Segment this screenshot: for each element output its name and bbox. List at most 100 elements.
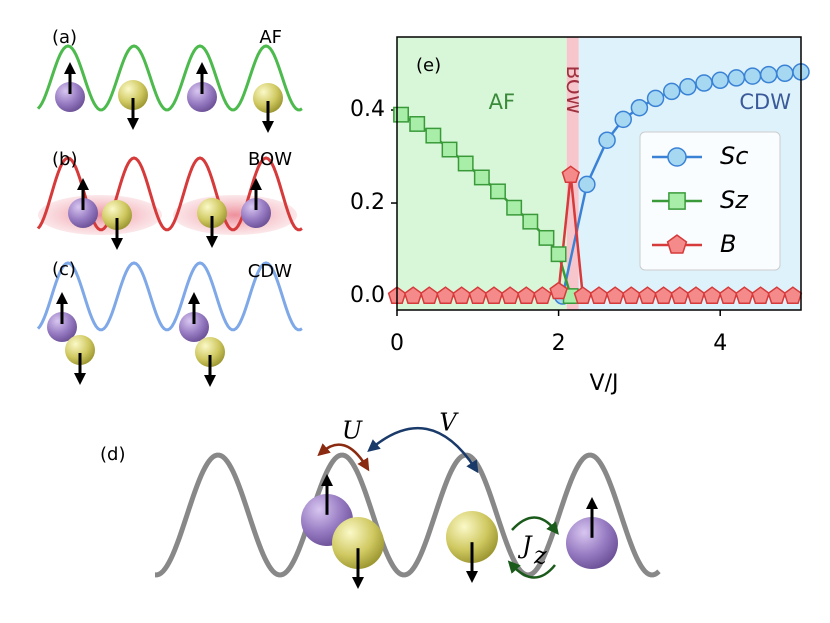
region-label: AF [489, 90, 515, 114]
data-point [695, 74, 713, 92]
j-subscript: z [533, 542, 547, 570]
particle [55, 82, 85, 112]
v-arrow [367, 426, 479, 474]
data-point [550, 246, 567, 263]
data-point [549, 281, 568, 300]
data-point [500, 286, 520, 304]
data-point [783, 286, 803, 304]
bond-glow [38, 195, 162, 235]
data-point [638, 286, 657, 304]
particle [47, 312, 77, 342]
data-point [468, 286, 488, 304]
data-point [646, 89, 665, 108]
well-curve [155, 452, 661, 578]
data-point [654, 286, 673, 304]
data-point [735, 286, 754, 304]
data-point [702, 286, 722, 304]
data-point [686, 286, 706, 304]
data-point [533, 286, 552, 304]
data-point [605, 286, 625, 304]
particle [253, 83, 283, 113]
data-point [670, 286, 690, 304]
particle [446, 511, 498, 563]
legend-label: Sz [720, 186, 749, 214]
data-point [484, 286, 504, 304]
panel-label: (e) [416, 55, 441, 76]
data-point [711, 71, 729, 90]
data-point [522, 213, 539, 230]
u-label: U [342, 417, 363, 445]
data-point [517, 286, 536, 304]
particle [68, 198, 98, 228]
data-point [403, 286, 423, 304]
data-point [589, 286, 609, 304]
data-point [538, 229, 555, 246]
axes-frame [396, 36, 802, 311]
data-point [727, 69, 746, 87]
x-tick-label: 0 [390, 331, 404, 356]
y-tick-label: 0.2 [350, 190, 385, 215]
region-label: CDW [739, 90, 791, 114]
j-arrow [507, 560, 556, 579]
particle [566, 517, 618, 569]
x-axis-label: V/J [590, 371, 619, 396]
particle [179, 312, 209, 342]
data-point [457, 155, 474, 172]
data-point [751, 286, 770, 304]
data-point [776, 64, 794, 83]
panel-label: (a) [52, 27, 77, 48]
data-point [630, 98, 649, 117]
particle [118, 80, 148, 110]
j-arrow [511, 516, 559, 535]
data-point [506, 199, 523, 216]
particle [187, 82, 217, 112]
y-tick-label: 0.0 [350, 283, 385, 308]
legend-label: B [720, 230, 736, 258]
data-point [452, 286, 471, 304]
data-point [393, 106, 409, 123]
j-label: J [517, 532, 533, 560]
data-point [598, 131, 616, 149]
data-point [436, 286, 455, 304]
data-point [441, 141, 458, 158]
data-point [490, 183, 506, 200]
data-point [679, 78, 697, 96]
data-point [668, 192, 686, 210]
data-point [622, 286, 641, 304]
wells [36, 44, 661, 589]
y-tick-label: 0.4 [350, 97, 385, 122]
data-point [767, 286, 786, 304]
phase-label: BOW [248, 149, 292, 170]
data-point [473, 169, 490, 186]
data-point [420, 286, 439, 304]
phase-label: CDW [248, 261, 292, 282]
data-point [743, 67, 762, 85]
panel-label: (d) [100, 444, 125, 465]
data-point [614, 110, 632, 129]
x-tick-label: 2 [552, 331, 566, 356]
u-arrow [317, 443, 370, 472]
x-tick-label: 4 [713, 331, 727, 356]
panel-label: (c) [52, 259, 76, 280]
data-point [561, 165, 580, 183]
phase-label: AF [259, 27, 282, 48]
particle [241, 198, 271, 228]
particle [65, 335, 95, 365]
well-curve [36, 44, 303, 112]
data-point [409, 116, 426, 132]
particle [332, 517, 384, 569]
data-point [667, 147, 687, 167]
legend-label: Sc [720, 142, 748, 170]
data-point [759, 65, 778, 84]
data-point [719, 286, 738, 304]
particle [102, 200, 132, 230]
well-curve [36, 261, 303, 332]
particle [197, 198, 227, 228]
data-point [666, 234, 688, 254]
data-point [578, 175, 596, 194]
v-label: V [439, 409, 459, 437]
data-point [573, 286, 593, 304]
data-point [425, 127, 442, 144]
